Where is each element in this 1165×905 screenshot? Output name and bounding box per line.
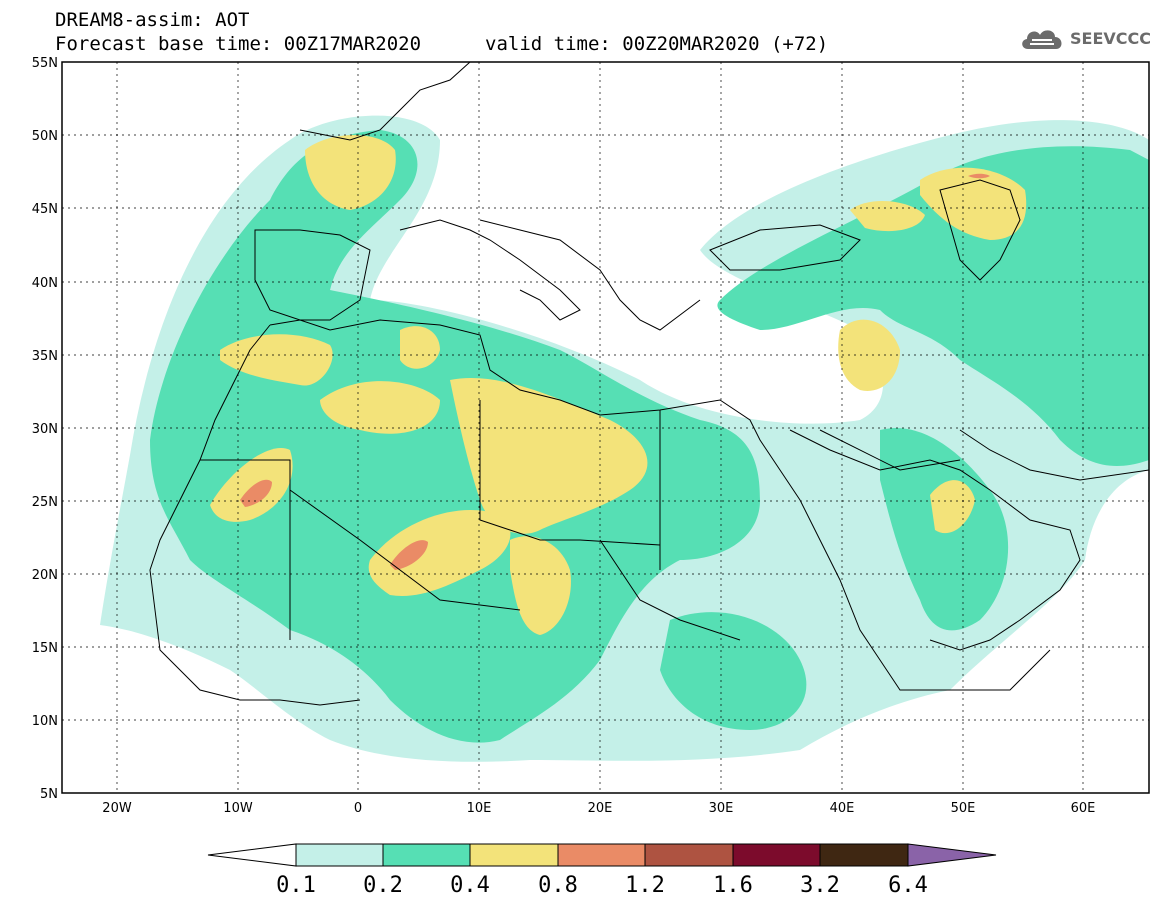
- lat-tick-label: 55N: [32, 56, 58, 71]
- lon-tick-label: 20E: [588, 801, 613, 816]
- colorbar-bin: [295, 843, 384, 867]
- lat-tick-label: 50N: [32, 129, 58, 144]
- lat-tick-label: 10N: [32, 714, 58, 729]
- valid-time: valid time: 00Z20MAR2020 (+72): [485, 33, 829, 55]
- lat-tick-label: 40N: [32, 276, 58, 291]
- colorbar-bin: [644, 843, 734, 867]
- lat-tick-label: 15N: [32, 641, 58, 656]
- lat-tick-label: 25N: [32, 495, 58, 510]
- lat-tick-label: 20N: [32, 568, 58, 583]
- lat-labels: 55N 50N 45N 40N 35N 30N 25N 20N 15N 10N …: [32, 56, 58, 802]
- colorbar-label: 1.2: [625, 873, 665, 898]
- aot-band-0.2: [150, 130, 1149, 743]
- colorbar-bin: [557, 843, 646, 867]
- seevccc-logo: SEEVCCC: [1018, 25, 1151, 51]
- cloud-icon: [1022, 30, 1062, 49]
- colorbar-label: 0.8: [538, 873, 578, 898]
- lon-tick-label: 10E: [467, 801, 492, 816]
- lat-tick-label: 5N: [40, 787, 58, 802]
- colorbar-label: 6.4: [888, 873, 928, 898]
- colorbar-bin: [382, 843, 471, 867]
- lon-tick-label: 40E: [830, 801, 855, 816]
- map-title: DREAM8-assim: AOT: [55, 9, 250, 31]
- colorbar-label: 0.2: [363, 873, 403, 898]
- colorbar-label: 1.6: [713, 873, 753, 898]
- graticule: [62, 62, 1149, 793]
- forecast-base-time: Forecast base time: 00Z17MAR2020: [55, 33, 422, 55]
- aot-band-0.4: [210, 135, 1027, 635]
- colorbar-bin: [732, 843, 821, 867]
- coastlines: [149, 62, 1149, 706]
- colorbar-label: 0.1: [276, 873, 316, 898]
- lon-tick-label: 0: [354, 801, 362, 816]
- colorbar: 0.1 0.2 0.4 0.8 1.2 1.6 3.2 6.4: [207, 843, 997, 898]
- lon-tick-label: 30E: [709, 801, 734, 816]
- colorbar-bin: [469, 843, 559, 867]
- aot-band-0.8: [240, 173, 990, 570]
- colorbar-over-arrow: [907, 843, 997, 867]
- map-frame: [61, 61, 1150, 794]
- logo-text: SEEVCCC: [1070, 28, 1151, 48]
- lon-tick-label: 60E: [1071, 801, 1096, 816]
- colorbar-label: 3.2: [800, 873, 840, 898]
- lon-labels: 20W 10W 0 10E 20E 30E 40E 50E 60E: [102, 801, 1095, 816]
- lon-tick-label: 20W: [102, 801, 132, 816]
- lon-tick-label: 50E: [951, 801, 976, 816]
- lat-tick-label: 35N: [32, 349, 58, 364]
- lat-tick-label: 30N: [32, 422, 58, 437]
- aot-shading: [100, 115, 1149, 762]
- colorbar-under-arrow: [207, 843, 297, 867]
- colorbar-label: 0.4: [450, 873, 490, 898]
- lon-tick-label: 10W: [223, 801, 253, 816]
- colorbar-bin: [819, 843, 909, 867]
- lat-tick-label: 45N: [32, 202, 58, 217]
